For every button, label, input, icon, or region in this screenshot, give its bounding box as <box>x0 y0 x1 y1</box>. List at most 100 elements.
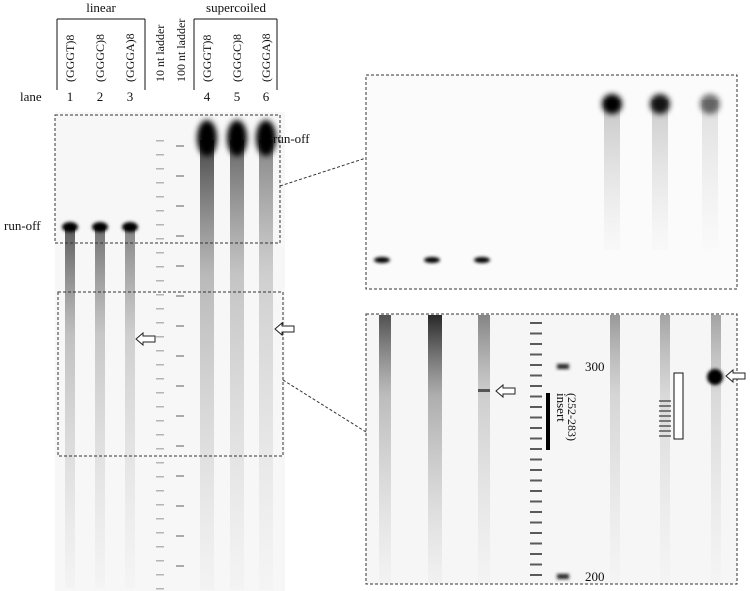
ladder-band <box>530 553 542 555</box>
smear <box>200 140 214 590</box>
ladder-band <box>530 416 542 419</box>
ladder-band <box>557 364 569 369</box>
smear <box>478 315 490 583</box>
ladder-name: 10 nt ladder <box>153 25 167 82</box>
ladder-band <box>530 511 542 513</box>
arrows <box>135 321 746 399</box>
ladder-band <box>530 458 542 461</box>
ladder-band <box>156 448 164 450</box>
band <box>374 257 390 263</box>
ladder-band <box>156 588 164 590</box>
smear <box>95 228 105 588</box>
right-gel <box>374 94 723 583</box>
ladder-band <box>156 462 164 464</box>
zoom-panel <box>366 75 737 289</box>
ladder-band <box>156 294 164 296</box>
band <box>92 222 108 232</box>
lane-labels: (GGGT)8 1 (GGGC)8 2 (GGGA)8 3 (GGGT)8 4 (GGGC)8 5… <box>63 19 273 104</box>
ladder-band <box>530 490 542 492</box>
ladder-band <box>530 532 542 534</box>
smear <box>660 315 670 583</box>
ladder-band <box>156 546 164 548</box>
band <box>478 389 490 392</box>
ladder-band <box>557 574 569 579</box>
ladder-band <box>530 385 542 387</box>
gel-background <box>55 112 285 591</box>
ladder-band <box>176 325 184 327</box>
ladder-band <box>156 490 164 492</box>
insert-range: (252-283) <box>565 393 579 441</box>
smear <box>125 228 135 588</box>
ladder-band <box>156 574 164 576</box>
ladder-band <box>530 542 542 545</box>
marker-label: 300 <box>585 359 605 374</box>
ladder-band <box>156 518 164 520</box>
ladder-band <box>530 322 542 324</box>
band <box>659 410 671 412</box>
lane-name: (GGGT)8 <box>63 35 77 82</box>
band <box>659 415 671 417</box>
ladder-band <box>530 332 542 335</box>
ladder-band <box>156 266 164 268</box>
band <box>602 94 622 114</box>
lane-label: lane <box>20 89 42 104</box>
ladder-band <box>176 145 184 147</box>
ladder-band <box>530 395 542 398</box>
run-off-label: run-off <box>273 131 310 146</box>
insert-bar <box>546 393 550 450</box>
ladder-band <box>530 427 542 429</box>
left-gel <box>62 120 276 590</box>
smear <box>702 100 718 250</box>
ladder-band <box>176 205 184 207</box>
ladder-band <box>176 565 184 567</box>
band <box>707 369 723 385</box>
ladder-band <box>156 140 164 142</box>
ladder-band <box>530 437 542 440</box>
ladder-band <box>530 521 542 524</box>
ladder-band <box>176 175 184 177</box>
ladder-band <box>156 434 164 436</box>
band <box>659 435 671 437</box>
ladder-band <box>156 378 164 380</box>
ladder-band <box>176 535 184 537</box>
ladder-band <box>156 392 164 394</box>
open-bar <box>673 372 684 440</box>
band <box>700 94 720 114</box>
ladder-band <box>156 168 164 170</box>
ladder-band <box>530 364 542 366</box>
ladder-band <box>156 308 164 310</box>
lane-number: 5 <box>234 89 241 104</box>
ladder-band <box>156 322 164 324</box>
zoom-box <box>365 313 738 585</box>
arrow <box>274 321 295 337</box>
zoom-box <box>57 291 284 457</box>
ladder-band <box>530 469 542 471</box>
ladder-band <box>176 295 184 297</box>
ladder-band <box>156 280 164 282</box>
ladder-band <box>176 415 184 417</box>
ladder-band <box>530 406 542 408</box>
ladder-band <box>530 374 542 377</box>
ladder-band <box>176 235 184 237</box>
band <box>659 405 671 407</box>
lane-number: 4 <box>204 89 211 104</box>
group-label: linear <box>86 0 116 15</box>
band <box>659 400 671 402</box>
ladder-band <box>176 505 184 507</box>
smear <box>379 315 391 583</box>
zoom-panel <box>366 314 737 584</box>
ladder-band <box>156 476 164 478</box>
lane-number: 6 <box>263 89 270 104</box>
lane-name: (GGGC)8 <box>93 34 107 82</box>
band <box>62 222 78 232</box>
ladder-band <box>176 265 184 267</box>
ladder-band <box>176 445 184 447</box>
band <box>659 420 671 422</box>
ladder-band <box>530 563 542 566</box>
lane-name: (GGGC)8 <box>230 34 244 82</box>
lane-number: 2 <box>97 89 104 104</box>
lane-number: 3 <box>127 89 134 104</box>
ladder-band <box>156 196 164 198</box>
ladder-band <box>156 420 164 422</box>
